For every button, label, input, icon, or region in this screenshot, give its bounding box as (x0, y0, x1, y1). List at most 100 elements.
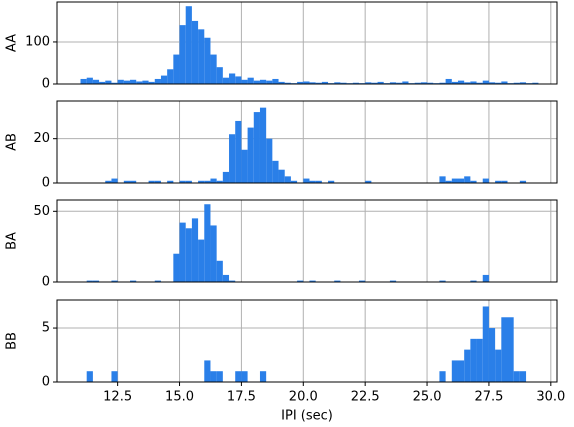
bar (389, 82, 397, 84)
x-tick-label: 30.0 (536, 390, 565, 405)
bar (284, 176, 291, 183)
bar (427, 82, 434, 84)
bar (154, 78, 161, 84)
bar (204, 180, 211, 183)
x-tick-label: 22.5 (351, 390, 380, 405)
bar (365, 82, 372, 84)
bar (173, 54, 180, 84)
bar (92, 79, 100, 84)
bar (501, 317, 508, 382)
bar (253, 80, 260, 84)
axes-frame (56, 299, 558, 383)
bar (365, 180, 372, 183)
x-tick-label: 25.0 (413, 390, 442, 405)
bar (185, 6, 192, 84)
bar (414, 82, 421, 84)
bar (235, 120, 242, 183)
bar (315, 82, 322, 84)
bar (123, 80, 131, 84)
bar (167, 180, 174, 183)
y-tick-label: 0 (42, 77, 50, 92)
y-axis-label: AA (5, 34, 20, 52)
y-axis-label: AB (5, 133, 20, 151)
bar (513, 371, 520, 382)
bar (86, 77, 93, 84)
bar (495, 349, 502, 382)
bar (340, 82, 347, 84)
bar (130, 280, 137, 282)
bar (136, 81, 143, 84)
bar (476, 82, 483, 84)
bar (439, 371, 446, 382)
bar (396, 82, 403, 84)
x-axis-label: IPI (sec) (281, 409, 333, 424)
x-tick-label: 12.5 (103, 390, 132, 405)
bar (191, 218, 199, 282)
bar (457, 178, 465, 183)
x-tick-label: 27.5 (474, 390, 503, 405)
y-tick-label: 50 (33, 204, 50, 219)
bar (303, 81, 310, 84)
bar (519, 180, 527, 183)
y-tick-label: 0 (42, 375, 50, 390)
x-tick-label: 17.5 (227, 390, 256, 405)
bar (482, 274, 489, 282)
bar (513, 82, 520, 84)
bar (352, 82, 359, 84)
y-tick-label: 5 (42, 321, 50, 336)
bar (309, 82, 316, 84)
bar (451, 81, 458, 84)
bar (290, 180, 298, 183)
bar (278, 81, 285, 84)
y-tick-label: 100 (25, 34, 50, 49)
bar (457, 360, 465, 382)
bar (222, 77, 230, 84)
bar (204, 37, 211, 84)
bar (402, 81, 409, 84)
bar (99, 81, 106, 84)
bar (297, 81, 304, 84)
y-tick-label: 0 (42, 275, 50, 290)
bar (334, 280, 341, 282)
bar (105, 80, 112, 84)
bar (389, 280, 397, 282)
axes-frame (56, 1, 558, 85)
bar (358, 280, 366, 282)
bar (198, 180, 205, 183)
x-tick-label: 15.0 (165, 390, 194, 405)
bar (451, 178, 458, 183)
bar (377, 81, 384, 84)
bar (266, 138, 273, 183)
bar (470, 280, 477, 282)
bar (235, 371, 242, 382)
bar (501, 180, 508, 183)
bar (272, 78, 279, 84)
bar (216, 67, 223, 84)
bar (439, 176, 446, 183)
bar (185, 180, 192, 183)
y-tick-label: 20 (33, 131, 50, 146)
bar (222, 274, 230, 282)
bar (495, 180, 502, 183)
bar (328, 180, 335, 183)
axes-frame (56, 100, 558, 184)
bar (315, 180, 322, 183)
bar (130, 79, 137, 84)
bar (210, 178, 217, 183)
bar (439, 82, 446, 84)
bar (222, 171, 230, 183)
bar (229, 280, 236, 282)
bar (154, 180, 161, 183)
bar (272, 160, 279, 183)
bar (210, 225, 217, 282)
bar (451, 360, 458, 382)
bar (334, 82, 341, 84)
bar (80, 78, 87, 84)
bar (321, 81, 329, 84)
bar (117, 79, 124, 84)
y-tick-label: 0 (42, 176, 50, 191)
bar (229, 134, 236, 183)
bar (229, 73, 236, 84)
x-tick-label: 20.0 (289, 390, 318, 405)
